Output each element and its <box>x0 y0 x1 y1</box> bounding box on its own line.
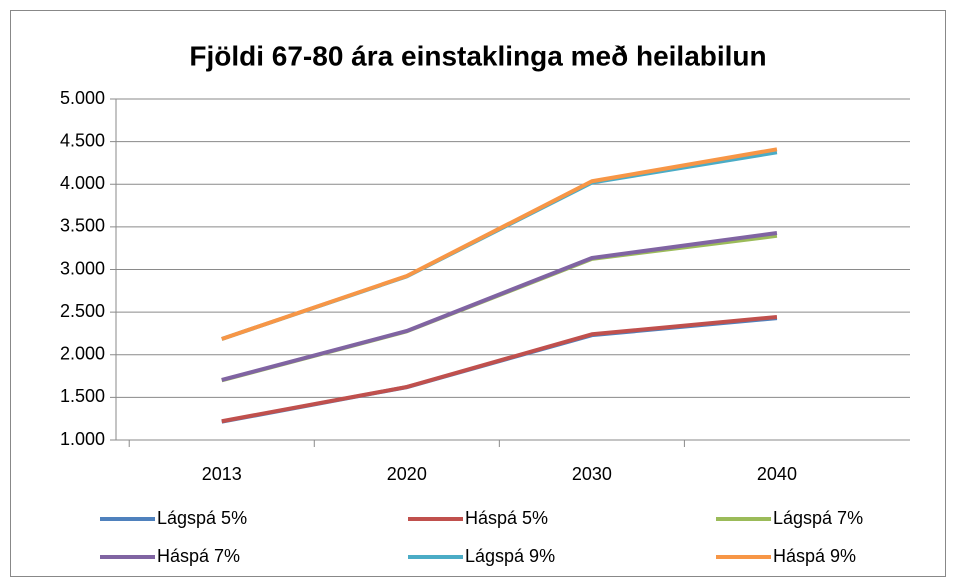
y-tick-label: 4.000 <box>60 173 105 193</box>
y-tick-label: 2.500 <box>60 301 105 321</box>
x-tick-label: 2040 <box>757 464 797 484</box>
y-tick-label: 4.500 <box>60 130 105 150</box>
y-tick-label: 1.000 <box>60 429 105 449</box>
legend-label: Háspá 5% <box>465 508 548 528</box>
series-line <box>221 147 778 341</box>
legend-label: Háspá 9% <box>773 546 856 566</box>
legend-label: Háspá 7% <box>157 546 240 566</box>
y-tick-label: 1.500 <box>60 386 105 406</box>
legend-label: Lágspá 7% <box>773 508 863 528</box>
y-tick-label: 5.000 <box>60 88 105 108</box>
y-tick-label: 3.500 <box>60 216 105 236</box>
x-tick-label: 2030 <box>572 464 612 484</box>
series-line <box>221 231 778 382</box>
y-tick-label: 3.000 <box>60 258 105 278</box>
legend-label: Lágspá 9% <box>465 546 555 566</box>
chart-title: Fjöldi 67-80 ára einstaklinga með heilab… <box>189 40 766 71</box>
chart-border <box>10 10 946 577</box>
x-tick-label: 2013 <box>202 464 242 484</box>
legend-label: Lágspá 5% <box>157 508 247 528</box>
x-tick-label: 2020 <box>387 464 427 484</box>
series-line <box>221 314 778 424</box>
y-tick-label: 2.000 <box>60 344 105 364</box>
